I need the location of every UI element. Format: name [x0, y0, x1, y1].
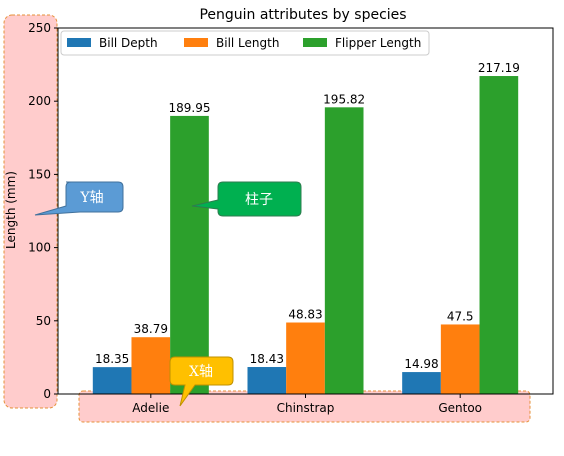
data-label: 48.83 — [288, 308, 322, 322]
bar-callout-bubble — [191, 181, 302, 217]
legend: Bill Depth Bill Length Flipper Length — [60, 30, 430, 56]
data-label: 18.43 — [250, 352, 284, 366]
bars-group — [92, 76, 519, 394]
data-label: 47.5 — [447, 309, 474, 323]
y-tick-label: 250 — [28, 21, 51, 35]
bar-callout-text: 柱子 — [245, 192, 273, 208]
bar-bill-depth-chinstrap — [247, 367, 287, 394]
bar-bill-depth-adelie — [92, 367, 132, 394]
bar-bill-length-gentoo — [440, 324, 480, 394]
bar-flipper-length-chinstrap — [324, 107, 364, 394]
x-axis-callout-bubble — [169, 356, 234, 407]
legend-swatch — [67, 38, 91, 47]
y-tick-label: 0 — [43, 387, 51, 401]
x-axis-callout-text: X轴 — [189, 364, 213, 380]
bar-flipper-length-gentoo — [479, 76, 519, 394]
x-tick-label: Gentoo — [438, 401, 482, 415]
data-label: 18.35 — [95, 352, 129, 366]
chart-title: Penguin attributes by species — [199, 7, 406, 23]
x-tick-label: Chinstrap — [277, 401, 335, 415]
data-label: 189.95 — [168, 101, 210, 115]
bar-bill-depth-gentoo — [402, 372, 441, 394]
data-label: 195.82 — [323, 92, 365, 106]
y-axis-callout: Y轴 — [34, 181, 124, 216]
bar-flipper-length-adelie — [170, 115, 209, 394]
bar-bill-length-chinstrap — [286, 322, 325, 394]
bar-callout: 柱子 — [191, 181, 302, 217]
x-axis-callout: X轴 — [169, 356, 234, 407]
y-axis-callout-text: Y轴 — [79, 190, 103, 206]
legend-swatch — [184, 38, 208, 47]
legend-label: Bill Length — [216, 36, 279, 50]
y-tick-label: 50 — [36, 314, 51, 328]
bar-bill-length-adelie — [131, 337, 171, 394]
data-label: 38.79 — [134, 322, 168, 336]
y-axis-callout-bubble — [34, 181, 124, 216]
legend-swatch — [303, 38, 327, 47]
data-label: 217.19 — [478, 61, 520, 75]
data-label: 14.98 — [404, 357, 438, 371]
y-tick-label: 150 — [28, 167, 51, 181]
y-tick-label: 200 — [28, 94, 51, 108]
y-tick-label: 100 — [28, 241, 51, 255]
legend-label: Bill Depth — [99, 36, 158, 50]
y-axis-label: Length (mm) — [4, 171, 18, 249]
data-labels-group: 18.35 18.43 14.98 38.79 48.83 47.5 189.95 195.8… — [95, 61, 520, 371]
x-tick-label: Adelie — [132, 401, 169, 415]
legend-label: Flipper Length — [335, 36, 421, 50]
legend-frame — [60, 30, 430, 56]
y-axis: 0 50 100 150 200 250 — [28, 21, 58, 401]
x-axis: Adelie Chinstrap Gentoo — [132, 394, 482, 415]
